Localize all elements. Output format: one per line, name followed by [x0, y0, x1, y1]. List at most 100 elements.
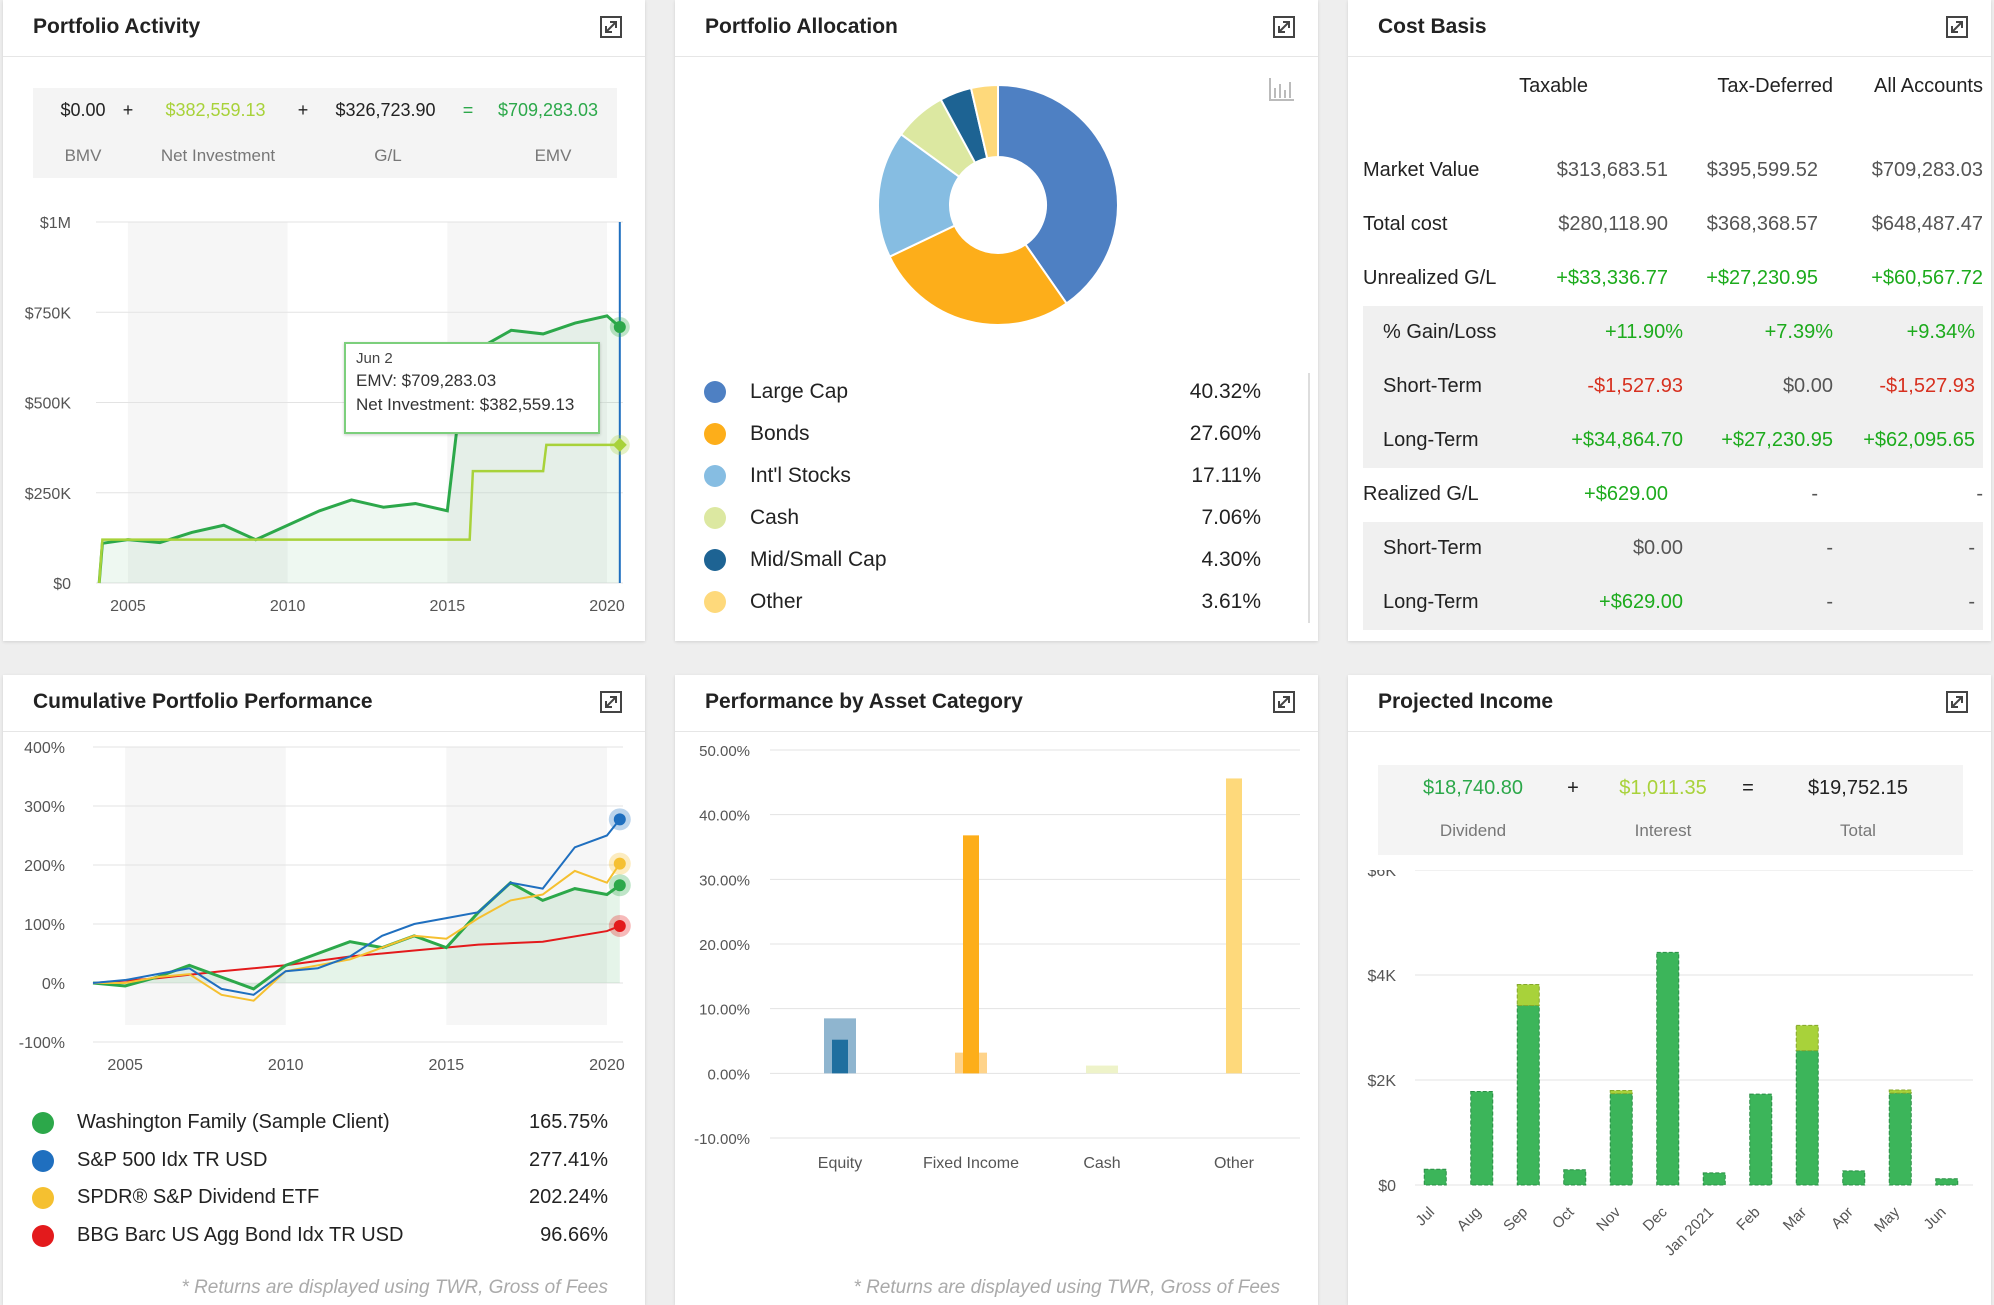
y-tick-label: $750K	[25, 305, 72, 322]
table-cell: +$34,864.70	[1571, 429, 1683, 451]
expand-icon[interactable]	[1272, 15, 1296, 39]
category-performance-card: Performance by Asset Category -10.00% 0.0…	[675, 675, 1318, 1305]
table-cell: $648,487.47	[1871, 213, 1983, 235]
column-header: Taxable	[1519, 75, 1588, 97]
net-marker	[612, 437, 627, 452]
bar-dividend	[1888, 1092, 1912, 1186]
gl-value: $326,723.90	[335, 100, 436, 120]
card-title: Portfolio Activity	[33, 15, 201, 38]
y-tick-label: $0	[53, 576, 71, 593]
x-tick-label: 2005	[107, 1057, 143, 1074]
x-tick-label: 2005	[110, 598, 146, 615]
x-tick-label: Fixed Income	[923, 1155, 1019, 1172]
cumulative-performance-chart[interactable]: -100% 0% 100% 200% 300% 400% 2005 2010 2015 2020	[3, 735, 645, 1100]
net-investment-label: Net Investment	[160, 146, 276, 165]
table-cell: $313,683.51	[1556, 159, 1668, 181]
table-cell: $368,368.57	[1706, 213, 1818, 235]
donut-slice	[997, 83, 1119, 305]
legend-scrollbar[interactable]	[1308, 373, 1310, 623]
activity-summary: $0.00 + $382,559.13 + $326,723.90 = $709…	[33, 88, 617, 178]
legend-item[interactable]: Large Cap 40.32%	[675, 373, 1308, 413]
legend-dot	[704, 507, 726, 529]
card-header: Portfolio Activity	[3, 0, 645, 57]
legend-value: 7.06%	[1201, 506, 1261, 529]
legend-value: 3.61%	[1201, 590, 1261, 613]
table-cell: $0.00	[1782, 375, 1833, 397]
table-cell: -	[1976, 483, 1983, 505]
card-title: Projected Income	[1378, 690, 1554, 713]
x-tick-label: Apr	[1828, 1204, 1857, 1233]
legend-item[interactable]: Mid/Small Cap 4.30%	[675, 541, 1308, 581]
table-cell: +$62,095.65	[1863, 429, 1975, 451]
y-tick-label: 300%	[24, 799, 65, 816]
row-label: % Gain/Loss	[1383, 321, 1497, 343]
allocation-donut-chart[interactable]	[868, 75, 1128, 335]
expand-icon[interactable]	[1272, 690, 1296, 714]
dividend-value: $18,740.80	[1422, 777, 1524, 799]
legend-dot	[704, 465, 726, 487]
y-tick-label: -100%	[19, 1035, 65, 1052]
table-row: Short-Term $0.00 - -	[1363, 522, 1983, 576]
bar-interest	[1516, 983, 1540, 1006]
y-tick-label: $1M	[40, 215, 71, 232]
portfolio-allocation-card: Portfolio Allocation Large Cap 40.32% Bond…	[675, 0, 1318, 641]
bmv-label: BMV	[64, 146, 102, 165]
expand-icon[interactable]	[1945, 15, 1969, 39]
table-cell: -$1,527.93	[1879, 375, 1975, 397]
legend-value: 277.41%	[529, 1148, 608, 1171]
equals-sign: =	[1742, 777, 1754, 799]
legend-dot	[32, 1149, 54, 1172]
y-tick-label: 50.00%	[699, 743, 750, 760]
legend-dot	[704, 549, 726, 571]
end-marker	[613, 919, 626, 932]
legend-item[interactable]: Washington Family (Sample Client) 165.75%	[3, 1105, 645, 1141]
expand-icon[interactable]	[599, 15, 623, 39]
bar-chart-icon[interactable]	[1268, 76, 1296, 102]
allocation-legend: Large Cap 40.32% Bonds 27.60% Int'l Stocks 17…	[675, 373, 1318, 623]
table-cell: -	[1826, 537, 1833, 559]
donut-slice	[888, 224, 1068, 326]
card-title: Cost Basis	[1378, 15, 1487, 38]
legend-item[interactable]: Int'l Stocks 17.11%	[675, 457, 1308, 497]
legend-value: 27.60%	[1189, 422, 1261, 445]
y-tick-label: 10.00%	[699, 1002, 750, 1019]
bar-dividend	[1935, 1178, 1959, 1186]
bar-dividend	[1842, 1170, 1866, 1186]
bar-benchmark	[1086, 1065, 1118, 1074]
legend-item[interactable]: S&P 500 Idx TR USD 277.41%	[3, 1143, 645, 1179]
expand-icon[interactable]	[599, 690, 623, 714]
legend-item[interactable]: Cash 7.06%	[675, 499, 1308, 539]
end-marker	[613, 879, 626, 892]
legend-dot	[704, 381, 726, 403]
x-tick-label: 2020	[589, 598, 625, 615]
legend-label: Cash	[750, 506, 800, 529]
legend-label: Bonds	[750, 422, 810, 445]
card-header: Performance by Asset Category	[675, 675, 1318, 732]
expand-icon[interactable]	[1945, 690, 1969, 714]
legend-item[interactable]: SPDR® S&P Dividend ETF 202.24%	[3, 1180, 645, 1216]
legend-item[interactable]: Other 3.61%	[675, 583, 1308, 623]
legend-item[interactable]: BBG Barc US Agg Bond Idx TR USD 96.66%	[3, 1218, 645, 1254]
table-cell: +$27,230.95	[1721, 429, 1833, 451]
x-tick-label: Aug	[1454, 1204, 1485, 1235]
donut-slice	[969, 83, 999, 160]
card-title: Portfolio Allocation	[705, 15, 898, 38]
table-row: Total cost $280,118.90 $368,368.57 $648,487…	[1348, 198, 1983, 252]
series-line	[92, 880, 621, 991]
income-summary: $18,740.80 + $1,011.35 = $19,752.15 Divi…	[1378, 765, 1963, 855]
legend-value: 202.24%	[529, 1186, 608, 1208]
end-marker	[613, 813, 626, 826]
legend-item[interactable]: Bonds 27.60%	[675, 415, 1308, 455]
x-tick-label: Jan 2021	[1661, 1204, 1717, 1260]
y-tick-label: 400%	[24, 740, 65, 757]
row-label: Realized G/L	[1363, 483, 1479, 505]
table-row: Long-Term +$34,864.70 +$27,230.95 +$62,095.…	[1363, 414, 1983, 468]
emv-label: EMV	[534, 146, 572, 165]
cost-basis-table: Taxable Tax-Deferred All Accounts Market…	[1363, 60, 1983, 630]
bar-dividend	[1749, 1093, 1773, 1186]
category-bar-chart[interactable]: -10.00% 0.00% 10.00% 20.00% 30.00% 40.00% 50.0…	[675, 735, 1318, 1275]
total-value: $19,752.15	[1807, 777, 1909, 799]
x-tick-label: Other	[1214, 1155, 1255, 1172]
y-tick-label: $4K	[1368, 968, 1397, 985]
